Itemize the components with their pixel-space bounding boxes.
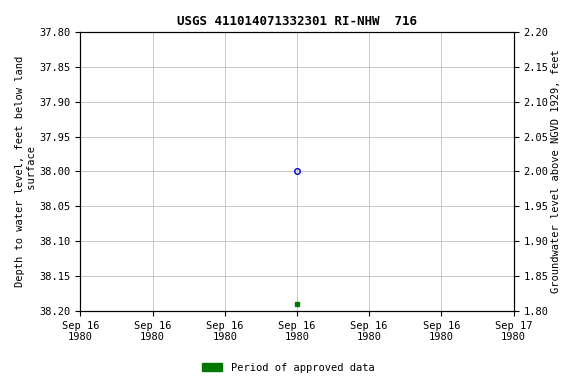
Y-axis label: Groundwater level above NGVD 1929, feet: Groundwater level above NGVD 1929, feet [551, 50, 561, 293]
Title: USGS 411014071332301 RI-NHW  716: USGS 411014071332301 RI-NHW 716 [177, 15, 417, 28]
Legend: Period of approved data: Period of approved data [198, 359, 378, 377]
Y-axis label: Depth to water level, feet below land
 surface: Depth to water level, feet below land su… [15, 56, 37, 287]
